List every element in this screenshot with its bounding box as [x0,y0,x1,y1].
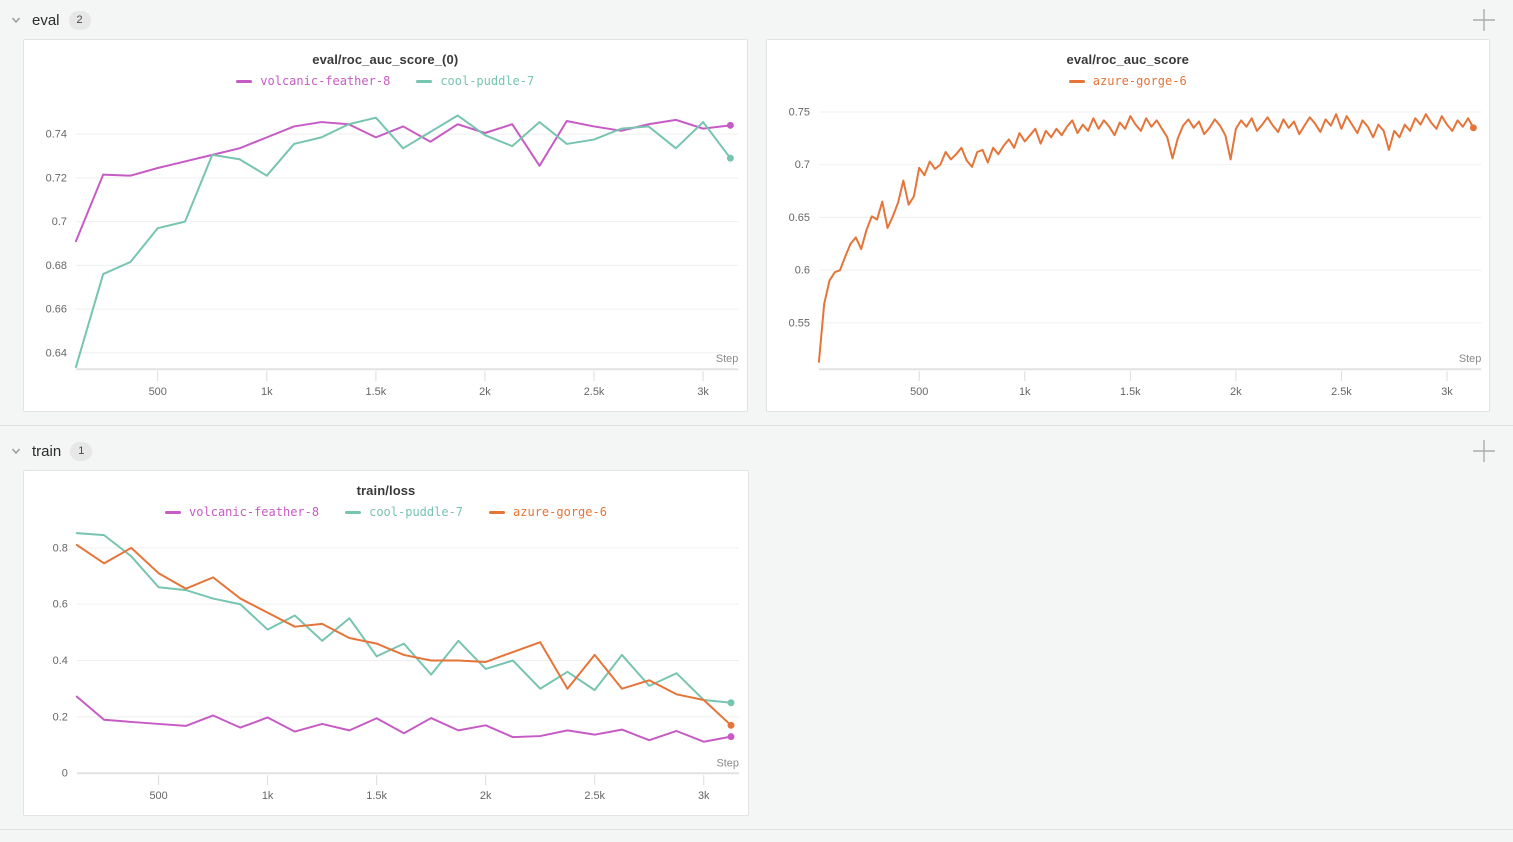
legend-item[interactable]: volcanic-feather-8 [165,505,319,519]
svg-text:Step: Step [716,757,738,769]
chevron-down-icon [11,17,21,24]
train-panel-row: train/loss volcanic-feather-8 cool-puddle… [23,470,1490,816]
legend-swatch [489,510,506,514]
svg-text:0.66: 0.66 [46,304,67,316]
panel-title: eval/roc_auc_score_(0) [312,52,459,67]
svg-text:0.7: 0.7 [794,159,809,171]
panel-legend: volcanic-feather-8 cool-puddle-7 azure-gor… [24,505,748,519]
panel-train-loss[interactable]: train/loss volcanic-feather-8 cool-puddle… [23,470,749,816]
panel-head: eval/roc_auc_score_(0) volcanic-feather-… [24,52,747,88]
panel-legend: volcanic-feather-8 cool-puddle-7 [24,74,747,88]
svg-text:0.7: 0.7 [52,216,67,228]
panel-title: eval/roc_auc_score [1066,52,1189,67]
svg-text:1.5k: 1.5k [366,386,387,398]
svg-text:2.5k: 2.5k [584,790,605,802]
chart-plot-area[interactable]: 0 0.2 0.4 0.6 0.8 500 1k 1.5k 2k 2.5k 3k Step [24,471,748,815]
legend-item[interactable]: volcanic-feather-8 [236,74,390,88]
svg-text:1.5k: 1.5k [1119,386,1140,398]
section-count-badge: 1 [70,441,93,461]
svg-text:500: 500 [149,386,167,398]
eval-section: eval 2 eval/roc_auc_score_(0) volcanic-f… [0,8,1513,426]
legend-swatch [236,79,253,83]
svg-text:0.55: 0.55 [788,317,809,329]
svg-text:Step: Step [1458,353,1481,365]
svg-text:0.2: 0.2 [53,711,68,723]
svg-text:2k: 2k [480,790,492,802]
legend-swatch [416,79,433,83]
svg-text:1k: 1k [262,790,274,802]
eval-panel-row: eval/roc_auc_score_(0) volcanic-feather-… [23,39,1490,412]
section-count-badge: 2 [68,10,91,30]
svg-text:2k: 2k [1230,386,1242,398]
train-section: train 1 train/loss volcanic-feather-8 coo… [0,426,1513,830]
svg-text:1.5k: 1.5k [366,790,387,802]
legend-run-name: cool-puddle-7 [440,74,535,88]
plus-icon [1473,9,1495,31]
svg-text:500: 500 [910,386,928,398]
legend-run-name: azure-gorge-6 [513,505,607,519]
svg-text:Step: Step [716,353,738,365]
chevron-down-icon [11,448,21,455]
panel-eval-roc-auc-score[interactable]: eval/roc_auc_score azure-gorge-6 0.55 0.6… [765,39,1490,412]
svg-text:0.72: 0.72 [46,172,67,184]
svg-text:500: 500 [149,790,167,802]
svg-text:0.65: 0.65 [788,212,809,224]
legend-swatch [165,510,182,514]
svg-text:0.6: 0.6 [53,599,68,611]
panel-eval-roc-auc-score-0[interactable]: eval/roc_auc_score_(0) volcanic-feather-… [23,39,748,412]
legend-item[interactable]: cool-puddle-7 [416,74,534,88]
svg-text:0.6: 0.6 [794,265,809,277]
svg-text:2k: 2k [479,386,491,398]
panel-head: eval/roc_auc_score azure-gorge-6 [767,52,1490,88]
svg-text:0.4: 0.4 [53,655,68,667]
eval-section-header[interactable]: eval 2 [9,8,1499,32]
legend-run-name: volcanic-feather-8 [189,505,320,519]
legend-run-name: volcanic-feather-8 [260,74,391,88]
chart-plot-area[interactable]: 0.55 0.6 0.65 0.7 0.75 500 1k 1.5k 2k 2.5k 3k Step [767,40,1490,411]
panel-legend: azure-gorge-6 [767,74,1490,88]
legend-item[interactable]: cool-puddle-7 [345,505,463,519]
svg-text:0.64: 0.64 [46,347,67,359]
svg-text:0.8: 0.8 [53,542,68,554]
legend-run-name: cool-puddle-7 [369,505,464,519]
section-title: eval [32,11,60,29]
legend-swatch [1068,79,1085,83]
svg-text:0.68: 0.68 [46,260,67,272]
svg-text:3k: 3k [1441,386,1453,398]
svg-text:2.5k: 2.5k [584,386,605,398]
legend-item[interactable]: azure-gorge-6 [1068,74,1187,88]
svg-text:2.5k: 2.5k [1331,386,1352,398]
svg-text:0: 0 [62,768,68,780]
panel-title: train/loss [356,483,416,498]
svg-text:0.74: 0.74 [46,129,67,141]
panel-head: train/loss volcanic-feather-8 cool-puddle… [24,483,748,519]
legend-swatch [345,510,362,514]
svg-text:0.75: 0.75 [788,106,809,118]
chart-plot-area[interactable]: 0.64 0.66 0.68 0.7 0.72 0.74 500 1k 1.5k 2k 2.5k 3k… [24,40,747,411]
train-section-header[interactable]: train 1 [9,439,1499,463]
section-title: train [32,442,62,460]
legend-run-name: azure-gorge-6 [1092,74,1187,88]
svg-text:1k: 1k [261,386,273,398]
add-panel-button[interactable] [1469,5,1499,35]
svg-text:3k: 3k [697,386,709,398]
plus-icon [1473,440,1495,462]
legend-item[interactable]: azure-gorge-6 [489,505,607,519]
svg-text:1k: 1k [1018,386,1030,398]
add-panel-button[interactable] [1469,436,1499,466]
svg-text:3k: 3k [698,790,710,802]
